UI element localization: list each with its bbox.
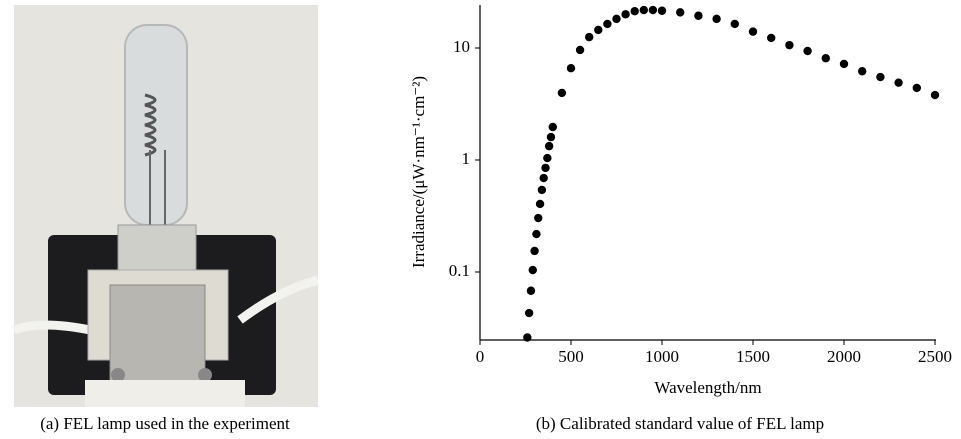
data-point bbox=[544, 141, 554, 151]
data-point bbox=[548, 122, 557, 132]
data-point bbox=[557, 88, 567, 98]
data-point bbox=[585, 32, 594, 42]
data-point bbox=[930, 90, 940, 100]
data-point bbox=[803, 46, 812, 56]
data-point bbox=[621, 10, 630, 19]
chart-caption: (b) Calibrated standard value of FEL lam… bbox=[536, 414, 824, 433]
x-tick-label: 0 bbox=[476, 347, 485, 366]
data-point bbox=[648, 5, 658, 15]
data-point bbox=[676, 8, 685, 17]
data-point bbox=[566, 63, 576, 73]
data-point bbox=[639, 5, 648, 15]
data-point bbox=[537, 185, 547, 195]
data-point bbox=[657, 6, 667, 15]
y-tick-label: 0.1 bbox=[449, 261, 470, 280]
data-point bbox=[526, 286, 536, 295]
data-point bbox=[748, 27, 758, 36]
data-point bbox=[539, 173, 548, 183]
data-point bbox=[543, 153, 552, 163]
data-point bbox=[694, 11, 703, 20]
y-tick-label: 1 bbox=[462, 149, 471, 168]
data-point bbox=[575, 45, 585, 55]
lamp-photo bbox=[12, 5, 320, 407]
data-point bbox=[894, 78, 903, 87]
data-point bbox=[785, 40, 794, 50]
data-point bbox=[630, 7, 639, 16]
x-tick-label: 1000 bbox=[645, 347, 679, 366]
x-tick-label: 2500 bbox=[918, 347, 952, 366]
data-point bbox=[876, 72, 885, 82]
data-point bbox=[523, 333, 532, 342]
data-point bbox=[839, 59, 849, 69]
data-point bbox=[528, 265, 537, 275]
x-tick-label: 2000 bbox=[827, 347, 861, 366]
data-point bbox=[730, 19, 739, 29]
data-point bbox=[546, 132, 556, 142]
x-tick-label: 500 bbox=[558, 347, 584, 366]
data-point bbox=[603, 19, 612, 29]
data-point bbox=[712, 14, 721, 24]
data-point bbox=[530, 246, 539, 256]
data-point bbox=[858, 67, 867, 76]
data-point bbox=[767, 33, 776, 43]
data-point bbox=[535, 199, 545, 209]
y-tick-label: 10 bbox=[453, 37, 470, 56]
x-tick-label: 1500 bbox=[736, 347, 770, 366]
data-point bbox=[541, 163, 550, 173]
data-point bbox=[612, 14, 621, 24]
x-axis-label: Wavelength/nm bbox=[654, 378, 761, 397]
data-point bbox=[532, 229, 541, 239]
data-point bbox=[912, 83, 921, 93]
photo-caption: (a) FEL lamp used in the experiment bbox=[40, 414, 290, 433]
data-point bbox=[534, 213, 543, 223]
data-point bbox=[821, 54, 830, 63]
data-point bbox=[594, 25, 603, 35]
y-axis-label: Irradiance/(μW·nm⁻¹·cm⁻²) bbox=[409, 76, 428, 268]
data-point bbox=[524, 308, 534, 318]
